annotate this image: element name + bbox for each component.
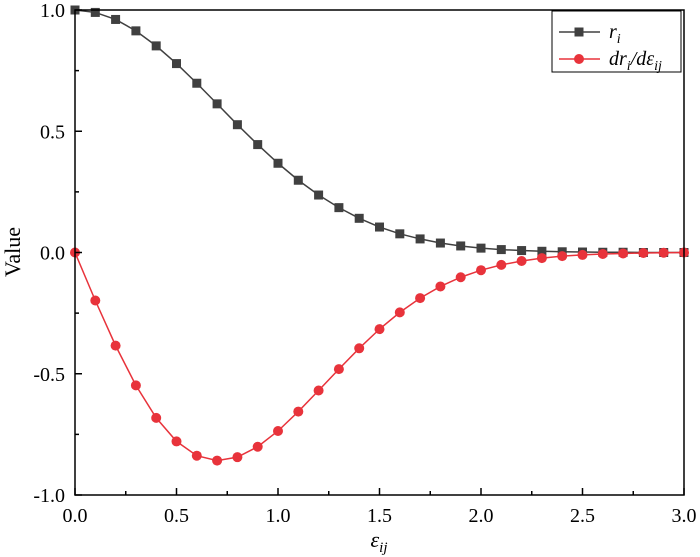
data-point-circle [476, 265, 486, 276]
data-point-circle [536, 253, 547, 264]
x-tick-label: 1.5 [367, 505, 392, 527]
data-point-square [253, 140, 263, 150]
data-point-circle [516, 255, 527, 266]
data-point-square [172, 59, 181, 69]
data-point-circle [435, 281, 446, 292]
x-tick-label: 1.0 [266, 505, 291, 527]
data-point-square [232, 120, 242, 130]
data-point-circle [415, 293, 426, 304]
x-axis-title: εij [370, 527, 387, 556]
data-point-circle [638, 247, 649, 258]
y-axis-title: Value [0, 227, 25, 277]
data-point-square [212, 99, 222, 109]
data-point-circle [313, 385, 324, 396]
data-point-square [476, 243, 486, 253]
y-tick-label: 1.0 [40, 0, 65, 22]
data-point-square [90, 7, 100, 17]
data-point-circle [110, 340, 121, 351]
data-point-square [151, 41, 161, 51]
y-tick-label: 0.5 [40, 121, 65, 143]
data-point-circle [191, 450, 202, 461]
x-tick-label: 2.5 [570, 505, 595, 527]
data-point-square [395, 229, 405, 239]
legend-box [551, 10, 682, 73]
legend-label-ri: ri [609, 21, 621, 47]
data-point-circle [252, 441, 263, 452]
data-point-square [537, 246, 547, 256]
data-point-circle [293, 406, 304, 417]
data-point-circle [333, 364, 344, 375]
data-point-square [517, 246, 527, 256]
axes-layer: 0.0 0.5 1.0 1.5 2.0 2.5 3.0 -1.0 -0.5 0.0 0.5 1.0 [33, 0, 696, 527]
data-point-square [111, 14, 121, 24]
data-point-square [273, 158, 283, 168]
legend-marker-dri [574, 54, 584, 64]
data-point-circle [130, 380, 141, 391]
x-tick-label: 2.0 [469, 505, 494, 527]
data-point-circle [658, 247, 669, 258]
data-point-circle [273, 425, 283, 436]
data-point-circle [496, 259, 507, 270]
data-point-square [456, 241, 466, 251]
data-point-square [435, 238, 445, 248]
data-point-square [131, 26, 141, 36]
data-point-circle [577, 249, 588, 260]
data-point-square [415, 234, 425, 244]
y-tick-label: 0.0 [40, 243, 65, 265]
data-point-circle [171, 436, 182, 447]
series-line-1 [74, 251, 685, 462]
data-point-circle [597, 248, 608, 259]
x-tick-label: 0.0 [63, 505, 88, 527]
legend-label-dri: dri/dεij [609, 48, 662, 74]
data-point-circle [557, 251, 568, 262]
data-point-circle [354, 343, 365, 354]
data-point-square [314, 190, 324, 200]
data-point-circle [374, 324, 385, 335]
data-point-circle [90, 295, 101, 306]
data-point-square [334, 203, 344, 213]
data-point-circle [151, 412, 162, 423]
x-tick-label: 0.5 [164, 505, 189, 527]
y-tick-label: -0.5 [33, 364, 65, 386]
legend: ri dri/dεij [551, 10, 682, 74]
data-point-circle [394, 307, 405, 318]
data-point-square [496, 245, 506, 255]
data-point-square [375, 222, 384, 232]
data-point-square [192, 78, 202, 88]
data-point-square [354, 213, 364, 223]
data-point-circle [618, 248, 629, 259]
data-point-circle [232, 452, 243, 463]
series-layer [70, 5, 689, 466]
y-tick-label: -1.0 [33, 485, 65, 507]
data-point-circle [212, 455, 223, 466]
legend-marker-ri [574, 27, 584, 37]
data-point-circle [455, 272, 466, 283]
data-point-square [293, 175, 303, 185]
x-tick-label: 3.0 [672, 505, 697, 527]
